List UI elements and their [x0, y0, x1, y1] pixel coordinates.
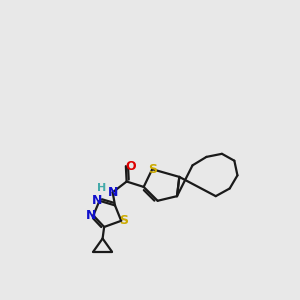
- Text: N: N: [92, 194, 102, 207]
- Text: H: H: [97, 183, 106, 193]
- Text: S: S: [148, 163, 157, 176]
- Text: S: S: [119, 214, 128, 227]
- Text: O: O: [125, 160, 136, 172]
- Text: N: N: [86, 209, 96, 222]
- Text: N: N: [107, 186, 118, 199]
